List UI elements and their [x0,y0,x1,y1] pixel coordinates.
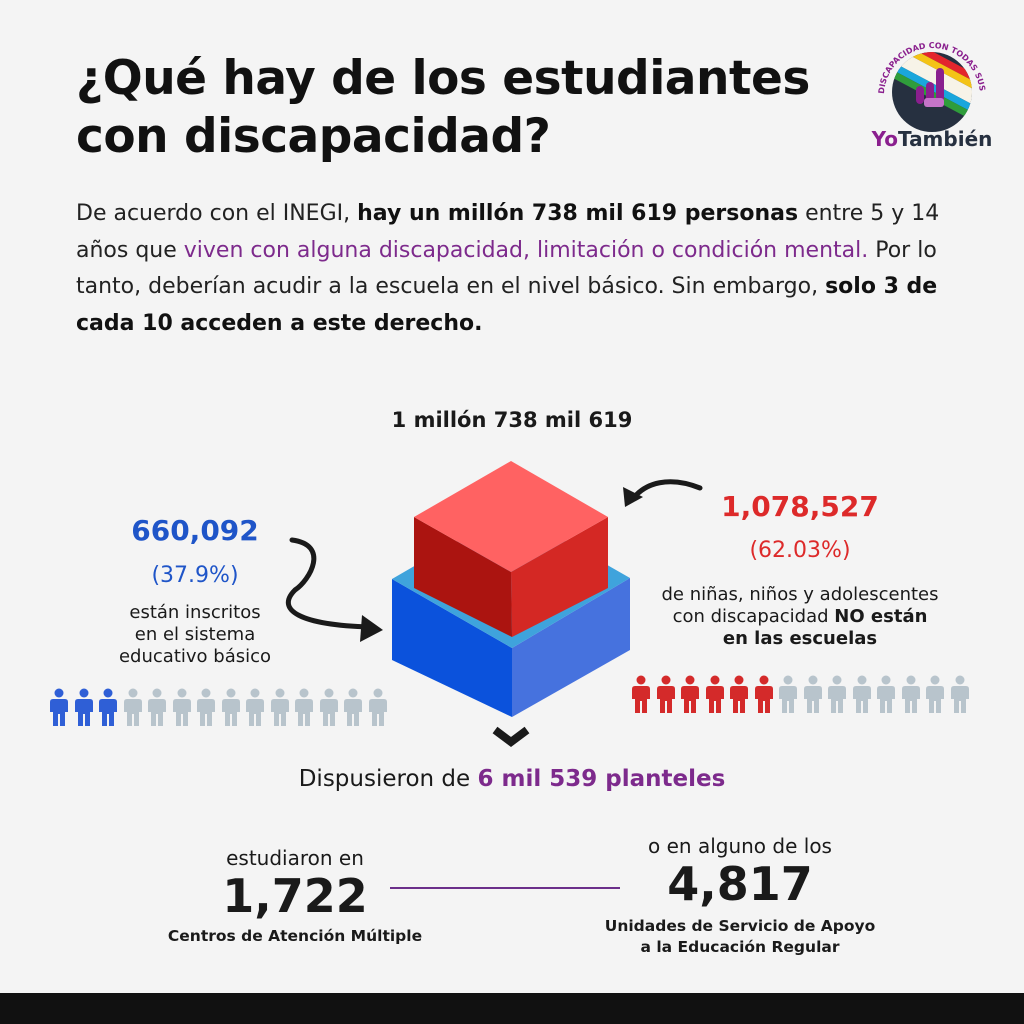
curved-arrow-left-icon [285,537,373,630]
planteles-bold: 6 mil 539 planteles [477,766,726,792]
person-icon-highlighted [74,688,93,726]
person-icon-highlighted [632,675,650,713]
person-icon [950,675,969,713]
person-icon-highlighted [656,675,675,713]
person-icon [779,675,797,713]
person-icon [319,688,338,726]
connector-line [390,887,620,889]
planteles-text: Dispusieron de 6 mil 539 planteles [0,766,1024,792]
person-icon [123,688,142,726]
total-population: 1 millón 738 mil 619 [391,408,633,432]
person-icon-highlighted [705,675,724,713]
footer-bar [0,993,1024,1024]
enrolled-description: están inscritos en el sistema educativo … [80,602,310,668]
stat-cam: estudiaron en 1,722 Centros de Atención … [140,846,450,947]
svg-text:YoTambién: YoTambién [871,127,993,151]
not-enrolled-desc-1: de niñas, niños y adolescentes [661,584,939,605]
not-enrolled-desc-3: en las escuelas [722,628,878,649]
stat-usaer-desc-2: a la Educación Regular [640,938,840,956]
not-enrolled-people-row [632,675,969,713]
enrolled-percent: (37.9%) [151,563,239,588]
red-cube [414,461,608,637]
chevron-down-icon [492,726,530,747]
enrolled-number: 660,092 [131,514,259,547]
planteles-prefix: Dispusieron de [298,766,478,792]
person-icon [852,675,871,713]
intro-purple: viven con alguna discapacidad, limitació… [183,237,869,263]
intro-bold-2: solo 3 de cada 10 acceden a este derecho… [76,274,938,336]
person-icon-highlighted [754,675,773,713]
not-enrolled-percent: (62.03%) [749,538,851,563]
enrolled-desc-3: educativo básico [118,646,272,667]
stat-cam-label: estudiaron en [226,846,364,870]
arrow-head-right-icon [623,487,643,507]
person-icon [295,688,313,726]
person-icon [197,688,215,726]
person-icon-highlighted [50,688,68,726]
enrolled-desc-1: están inscritos [129,602,261,623]
stat-cam-number: 1,722 [222,869,368,923]
not-enrolled-description: de niñas, niños y adolescentes con disca… [630,584,970,650]
person-icon [926,675,944,713]
stat-cam-desc: Centros de Atención Múltiple [167,927,423,945]
arrow-head-left-icon [360,615,383,642]
not-enrolled-desc-2-bold: NO están [834,606,928,627]
person-icon-highlighted [730,675,748,713]
stat-usaer-number: 4,817 [667,857,813,911]
title-line-2: con discapacidad? [76,109,551,164]
person-icon [877,675,895,713]
person-icon [221,688,240,726]
stat-usaer-desc-1: Unidades de Servicio de Apoyo [604,917,876,935]
stat-usaer-label: o en alguno de los [648,834,832,858]
person-icon [246,688,264,726]
person-icon [270,688,289,726]
person-icon [148,688,166,726]
person-icon [803,675,822,713]
enrolled-desc-2: en el sistema [134,624,256,645]
stat-usaer: o en alguno de los 4,817 Unidades de Ser… [580,834,900,958]
person-icon-highlighted [681,675,699,713]
intro-bold-1: hay un millón 738 mil 619 personas [357,201,799,226]
title-line-1: ¿Qué hay de los estudiantes [76,51,810,106]
logo-yo: Yo [871,127,898,151]
intro-text-2: entre 5 y 14 años que [76,201,940,263]
yo-tambien-logo: DISCAPACIDAD CON TODAS SUS LETRAS YoTamb… [859,27,1002,154]
page-title: ¿Qué hay de los estudiantes con discapac… [76,50,810,166]
not-enrolled-number: 1,078,527 [721,490,879,523]
logo-tambien: También [898,127,992,151]
person-icon [344,688,362,726]
person-icon-highlighted [99,688,117,726]
intro-text-1: De acuerdo con el INEGI, [76,201,358,226]
not-enrolled-desc-2: con discapacidad [672,606,835,627]
person-icon [901,675,920,713]
person-icon [368,688,387,726]
person-icon [828,675,846,713]
intro-paragraph: De acuerdo con el INEGI, hay un millón 7… [76,196,976,342]
person-icon [172,688,191,726]
intro-text-3: Por lo tanto, deberían acudir a la escue… [76,237,937,300]
enrolled-people-row [50,688,387,726]
